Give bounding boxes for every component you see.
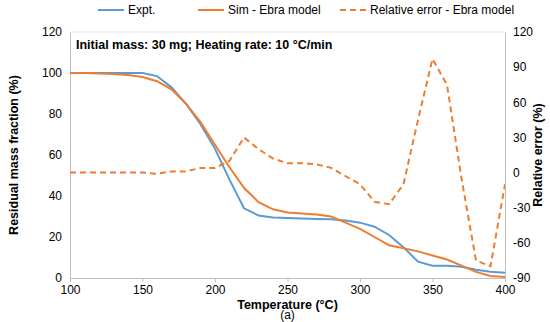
- plot-area: [70, 59, 505, 277]
- legend-swatch: [340, 9, 366, 11]
- tick-label: -30: [513, 201, 531, 215]
- legend-item: Sim - Ebra model: [198, 3, 321, 17]
- tick-label: 350: [423, 283, 443, 297]
- axis-line: [505, 33, 506, 279]
- legend: Expt. Sim - Ebra model Relative error - Eb…: [98, 3, 514, 17]
- tick-mark: [360, 278, 361, 282]
- tick: 0: [505, 166, 520, 180]
- tick-label: -60: [513, 236, 531, 250]
- y-axis-title: Residual mass fraction (%): [7, 75, 21, 235]
- tick-label: 150: [133, 283, 153, 297]
- tick-mark: [288, 278, 289, 282]
- tick-mark: [143, 278, 144, 282]
- y-axis: 0 20 40 60 80 100 120: [42, 25, 71, 285]
- tick-label: 30: [513, 131, 527, 145]
- y2-axis-title: Relative error (%): [531, 103, 545, 207]
- tick-label: -90: [513, 271, 531, 285]
- tick: 200: [205, 278, 225, 297]
- tick: 100: [60, 278, 80, 297]
- tick-label: 250: [278, 283, 298, 297]
- legend-item: Expt.: [98, 3, 155, 17]
- legend-item: Relative error - Ebra model: [340, 3, 514, 17]
- axis-line: [71, 279, 506, 283]
- frame-top: [70, 32, 505, 33]
- tick: 30: [505, 131, 527, 145]
- tick: 20: [49, 230, 70, 244]
- tick-label: 0: [55, 271, 62, 285]
- tick: 100: [42, 66, 70, 80]
- tick: 150: [133, 278, 153, 297]
- caption: (a): [280, 308, 295, 322]
- tick-label: 200: [205, 283, 225, 297]
- tick: 80: [49, 107, 70, 121]
- annotation: Initial mass: 30 mg; Heating rate: 10 °C…: [76, 38, 332, 52]
- series-line: [70, 73, 505, 277]
- legend-label: Expt.: [128, 3, 155, 17]
- legend-swatch: [98, 9, 124, 11]
- legend-swatch: [198, 9, 224, 11]
- tick-label: 120: [513, 25, 533, 39]
- tick: 300: [350, 278, 370, 297]
- x-axis: 100150200250300350400: [60, 278, 515, 297]
- tick-label: 60: [513, 96, 527, 110]
- tick: -60: [505, 236, 531, 250]
- tick: 60: [49, 148, 70, 162]
- tick-label: 60: [49, 148, 63, 162]
- tick-label: 40: [49, 189, 63, 203]
- tick: 120: [505, 25, 533, 39]
- tick: 40: [49, 189, 70, 203]
- tick-label: 0: [513, 166, 520, 180]
- tick-label: 300: [350, 283, 370, 297]
- tick: 60: [505, 96, 527, 110]
- legend-label: Sim - Ebra model: [228, 3, 321, 17]
- tick: 90: [505, 60, 527, 74]
- chart: 100150200250300350400020406080100120-90-…: [0, 0, 550, 322]
- tick-mark: [215, 278, 216, 282]
- tick: -90: [505, 271, 531, 285]
- tick-mark: [70, 278, 71, 282]
- tick-label: 20: [49, 230, 63, 244]
- series-line: [70, 59, 505, 266]
- tick: 250: [278, 278, 298, 297]
- tick-label: 100: [42, 66, 62, 80]
- tick: 350: [423, 278, 443, 297]
- tick-mark: [505, 278, 506, 282]
- y2-axis: -90 -60 -30 0 30 60 90 120: [505, 25, 533, 285]
- tick-label: 80: [49, 107, 63, 121]
- axis-line: [70, 33, 71, 279]
- tick: -30: [505, 201, 531, 215]
- tick: 120: [42, 25, 70, 39]
- tick-label: 100: [60, 283, 80, 297]
- tick-label: 90: [513, 60, 527, 74]
- legend-label: Relative error - Ebra model: [370, 3, 514, 17]
- tick: 0: [55, 271, 70, 285]
- tick-mark: [433, 278, 434, 282]
- tick-label: 120: [42, 25, 62, 39]
